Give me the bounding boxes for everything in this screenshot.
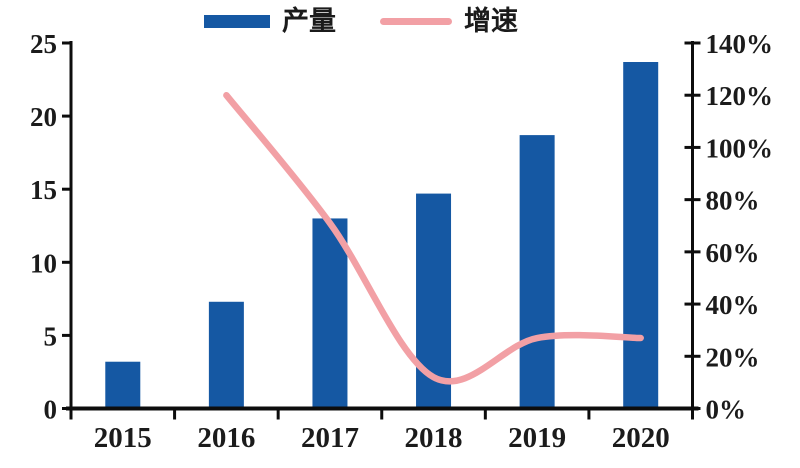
growth-line-swatch-icon xyxy=(380,17,452,25)
x-axis-label-2018: 2018 xyxy=(405,422,463,454)
growth-line xyxy=(223,91,644,385)
right-axis-tick-label: 100% xyxy=(706,133,774,163)
growth-legend-label: 增速 xyxy=(464,6,518,36)
x-axis-label-2015: 2015 xyxy=(94,422,152,454)
bar-2016 xyxy=(208,301,244,409)
right-axis-tick-label: 140% xyxy=(706,29,774,59)
bar-2015 xyxy=(105,361,141,409)
x-axis-label-2020: 2020 xyxy=(612,422,670,454)
production-legend-label: 产量 xyxy=(282,6,336,36)
right-axis-tick-label: 20% xyxy=(706,342,760,372)
left-axis-tick-label: 5 xyxy=(44,321,58,351)
right-axis-tick-label: 40% xyxy=(706,290,760,320)
left-axis-tick-label: 25 xyxy=(30,29,57,59)
right-axis-tick-label: 0% xyxy=(706,395,747,425)
legend-item-production: 产量 xyxy=(204,6,336,36)
legend-item-growth: 增速 xyxy=(380,6,518,36)
bar-2017 xyxy=(312,218,348,409)
left-axis-tick-label: 15 xyxy=(30,175,57,205)
production-bar-swatch-icon xyxy=(204,14,270,28)
x-axis-label-2017: 2017 xyxy=(301,422,359,454)
x-axis-label-2016: 2016 xyxy=(197,422,255,454)
bar-2020 xyxy=(623,62,659,409)
legend: 产量 增速 xyxy=(204,6,518,36)
left-axis-tick-label: 20 xyxy=(30,102,57,132)
right-axis-tick-label: 80% xyxy=(706,186,760,216)
bar-2019 xyxy=(519,135,555,409)
left-axis-tick-label: 10 xyxy=(30,248,57,278)
right-axis-tick-label: 60% xyxy=(706,238,760,268)
bar-2018 xyxy=(416,193,452,409)
right-axis-tick-label: 120% xyxy=(706,81,774,111)
x-axis-label-2019: 2019 xyxy=(508,422,566,454)
left-axis-tick-label: 0 xyxy=(44,395,58,425)
